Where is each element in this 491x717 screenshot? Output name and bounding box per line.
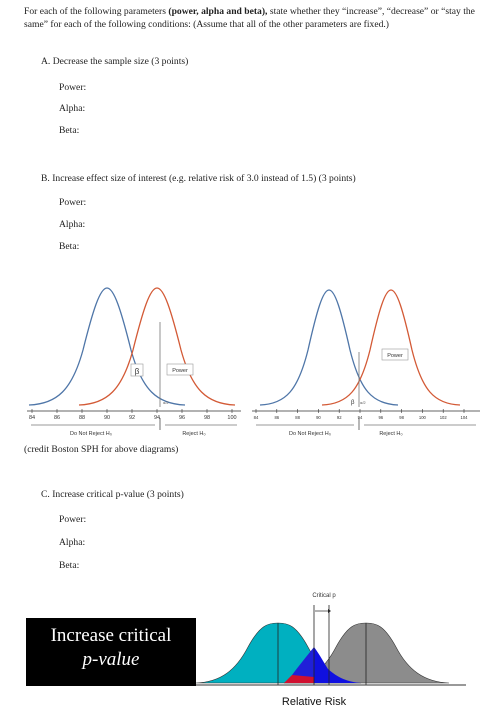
banner-line-2: p-value	[82, 649, 140, 670]
power-label: Power	[172, 368, 188, 374]
reject-label: Reject H₀	[379, 431, 402, 437]
axis-tick-label: 98	[399, 415, 404, 420]
alpha-label: α/2	[163, 400, 169, 405]
axis-tick-label: 84	[29, 415, 35, 421]
overlap-region	[314, 647, 361, 683]
axis-tick-label: 88	[295, 415, 300, 420]
axis-tick-label: 90	[316, 415, 321, 420]
beta-label-box	[130, 363, 144, 377]
beta-label: β	[351, 400, 355, 406]
axis-tick-label: 96	[378, 415, 383, 420]
alt-distribution-curve	[321, 289, 461, 406]
question-b-beta: Beta:	[59, 241, 80, 252]
axis-tick-label: 88	[79, 415, 85, 421]
left-power-diagram: β Power α/2 84 86 88 90 92 94 96 98 100 Do Not R…	[27, 287, 241, 437]
axis-tick-label: 104	[461, 415, 469, 420]
alpha-region	[284, 675, 314, 683]
axis-tick-label: 100	[227, 415, 236, 421]
question-a-power: Power:	[59, 82, 87, 93]
axis-tick-label: 92	[129, 415, 135, 421]
question-c-title: C. Increase critical p-value (3 points)	[41, 489, 184, 500]
intro-tail: state whether they “increase”, “decrease…	[24, 6, 475, 30]
critical-p-diagram: Critical p Relative Risk	[196, 593, 466, 708]
question-c-power: Power:	[59, 514, 87, 525]
increase-critical-p-banner: Increase critical p-value	[26, 618, 196, 686]
beta-label: β	[135, 367, 140, 376]
axis-tick-label: 102	[440, 415, 448, 420]
question-b-title: B. Increase effect size of interest (e.g…	[41, 173, 356, 184]
instructions-paragraph: For each of the following parameters (po…	[24, 6, 479, 31]
reject-label: Reject H₀	[182, 431, 205, 437]
right-power-diagram: Power β α/2 84 86 88 90 92 94 96 98 100 102 104 Do…	[252, 289, 480, 437]
critical-p-label: Critical p	[312, 593, 336, 599]
power-label-box	[381, 348, 409, 361]
power-label: Power	[387, 353, 403, 359]
null-distribution-curve	[28, 287, 186, 406]
banner-line-1: Increase critical	[50, 625, 172, 646]
axis-tick-label: 84	[254, 415, 259, 420]
alt-distribution-curve	[78, 287, 236, 406]
intro-lead: For each of the following parameters	[24, 6, 169, 17]
axis-tick-label: 98	[204, 415, 210, 421]
null-distribution-curve	[259, 289, 399, 406]
question-b-alpha: Alpha:	[59, 219, 86, 230]
axis-tick-label: 94	[154, 415, 160, 421]
do-not-reject-label: Do Not Reject H₀	[289, 431, 331, 437]
question-a-alpha: Alpha:	[59, 103, 86, 114]
intro-bold: (power, alpha and beta),	[168, 6, 268, 17]
overlap-left-region	[292, 647, 314, 683]
alpha-label: α/2	[360, 400, 366, 405]
question-b-power: Power:	[59, 197, 87, 208]
question-a-title: A. Decrease the sample size (3 points)	[41, 56, 189, 67]
question-c-beta: Beta:	[59, 560, 80, 571]
relative-risk-label: Relative Risk	[282, 696, 347, 708]
power-label-box	[166, 363, 194, 376]
axis-tick-label: 90	[104, 415, 110, 421]
axis-tick-label: 86	[274, 415, 279, 420]
axis-tick-label: 92	[337, 415, 342, 420]
do-not-reject-label: Do Not Reject H₀	[70, 431, 112, 437]
axis-tick-label: 96	[179, 415, 185, 421]
axis-tick-label: 100	[419, 415, 427, 420]
question-a-beta: Beta:	[59, 125, 80, 136]
diagram-credit: (credit Boston SPH for above diagrams)	[24, 444, 179, 455]
axis-tick-label: 94	[358, 415, 363, 420]
question-c-alpha: Alpha:	[59, 537, 86, 548]
axis-tick-label: 86	[54, 415, 60, 421]
